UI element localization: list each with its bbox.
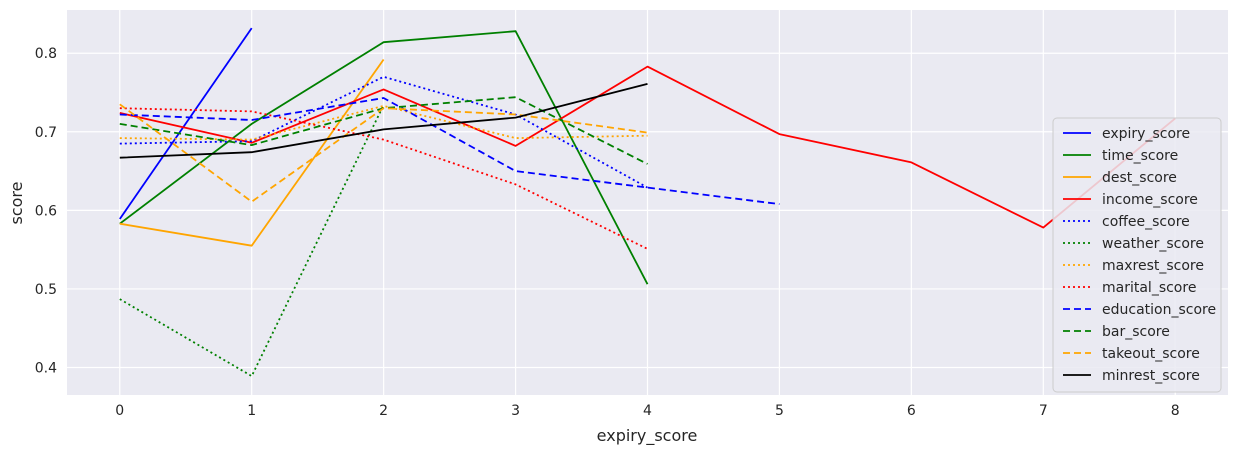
series-line-weather_score bbox=[119, 104, 385, 378]
x-tick-label: 6 bbox=[907, 403, 916, 419]
y-axis-ticks: 0.4 0.5 0.6 0.7 0.8 bbox=[35, 46, 57, 376]
series-line-coffee_score bbox=[119, 75, 648, 189]
legend-label: income_score bbox=[1102, 192, 1198, 208]
x-axis-label: expiry_score bbox=[597, 426, 698, 446]
x-axis-ticks: 0 1 2 3 4 5 6 7 8 bbox=[115, 403, 1179, 419]
legend: expiry_score time_score dest_score income_s… bbox=[1052, 117, 1222, 393]
series-line-minrest_score bbox=[119, 83, 648, 159]
legend-label: expiry_score bbox=[1102, 126, 1190, 142]
grid-lines bbox=[67, 10, 1228, 395]
x-tick-label: 3 bbox=[511, 403, 520, 419]
x-tick-label: 4 bbox=[643, 403, 652, 419]
legend-label: maxrest_score bbox=[1102, 258, 1204, 274]
series-line-takeout_score bbox=[119, 103, 648, 203]
x-tick-label: 0 bbox=[115, 403, 124, 419]
series-lines bbox=[119, 27, 1176, 378]
legend-label: takeout_score bbox=[1102, 346, 1200, 362]
legend-label: coffee_score bbox=[1102, 214, 1190, 230]
y-tick-label: 0.6 bbox=[35, 203, 57, 219]
x-tick-label: 2 bbox=[379, 403, 388, 419]
y-tick-label: 0.8 bbox=[35, 46, 57, 62]
series-line-time_score bbox=[119, 30, 649, 285]
legend-box bbox=[1052, 117, 1222, 393]
series-line-dest_score bbox=[119, 58, 385, 247]
y-tick-label: 0.5 bbox=[35, 282, 57, 298]
series-line-marital_score bbox=[119, 107, 648, 250]
x-tick-label: 1 bbox=[247, 403, 256, 419]
legend-label: bar_score bbox=[1102, 324, 1170, 340]
series-line-education_score bbox=[119, 97, 780, 205]
series-line-income_score bbox=[119, 65, 1176, 229]
y-axis-label: score bbox=[7, 182, 26, 225]
x-tick-label: 8 bbox=[1171, 403, 1180, 419]
legend-label: marital_score bbox=[1102, 280, 1196, 296]
legend-label: education_score bbox=[1102, 302, 1216, 318]
legend-label: dest_score bbox=[1102, 170, 1177, 186]
legend-label: time_score bbox=[1102, 148, 1178, 164]
y-tick-label: 0.7 bbox=[35, 125, 57, 141]
legend-label: minrest_score bbox=[1102, 368, 1200, 384]
x-tick-label: 7 bbox=[1039, 403, 1048, 419]
series-line-expiry_score bbox=[119, 27, 253, 220]
legend-label: weather_score bbox=[1102, 236, 1204, 252]
y-tick-label: 0.4 bbox=[35, 361, 57, 377]
x-tick-label: 5 bbox=[775, 403, 784, 419]
